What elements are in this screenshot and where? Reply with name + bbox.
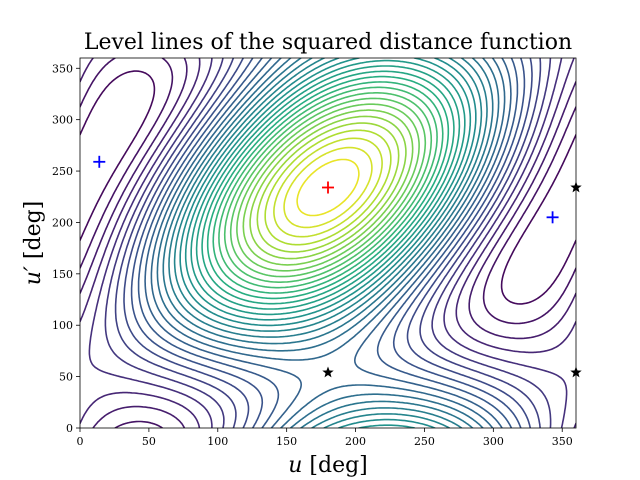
x-tick-label: 150 [276,435,297,448]
y-tick-label: 0 [66,422,73,435]
x-tick-label: 100 [207,435,228,448]
contour-level-line [201,70,455,305]
contour-level-line [236,103,420,272]
contour-level-line [195,65,461,310]
contour-level-line [130,58,526,428]
y-tick-label: 50 [59,371,73,384]
y-axis-unit: [deg] [21,201,46,266]
contour-level-line [162,58,494,428]
contour-level-line [256,122,400,253]
minimum-marker [93,155,106,168]
y-axis-symbol: u′ [21,266,46,285]
x-axis-ticks: 0 50 100 150 200 250 300 350 [77,428,573,448]
y-axis-ticks: 0 50 100 150 200 250 300 350 [52,62,80,435]
contour-level-line [296,158,360,217]
x-axis-symbol: u [288,453,302,478]
y-tick-label: 100 [52,319,73,332]
contour-level-line [80,58,576,428]
y-tick-label: 250 [52,165,73,178]
x-axis-unit: [deg] [302,453,367,478]
contour-level-line [283,146,373,229]
contour-level-line [249,115,407,260]
chart-title: Level lines of the squared distance func… [84,30,572,55]
plot-frame [79,57,577,429]
y-tick-label: 350 [52,62,73,75]
y-tick-label: 200 [52,216,73,229]
contour-level-line [80,70,576,305]
contour-level-line [273,137,383,238]
x-tick-label: 50 [142,435,156,448]
contour-level-line [190,59,466,316]
x-axis-label: u [deg] [288,453,368,478]
contour-level-line [212,81,444,294]
contour-level-line [114,58,542,428]
saddle-marker [322,366,334,378]
x-tick-label: 300 [483,435,504,448]
maximum-marker [322,181,334,194]
y-tick-label: 300 [52,114,73,127]
contour-level-line [206,75,450,300]
contour-level-line [150,58,506,428]
x-tick-label: 0 [77,435,84,448]
contour-level-line [229,97,427,278]
contour-level-line [104,58,552,428]
contour-level-line [218,86,438,289]
y-tick-label: 150 [52,268,73,281]
contour-level-line [264,129,392,246]
y-axis-label: u′ [deg] [21,201,46,286]
contour-level-line [242,109,414,266]
contour-lines [80,58,576,428]
x-tick-label: 250 [414,435,435,448]
contour-level-line [223,92,433,283]
x-tick-label: 200 [345,435,366,448]
contour-level-line [88,58,568,428]
minimum-marker [546,211,559,224]
contour-level-line [123,58,533,428]
x-tick-label: 350 [552,435,573,448]
contour-level-line [156,58,500,428]
